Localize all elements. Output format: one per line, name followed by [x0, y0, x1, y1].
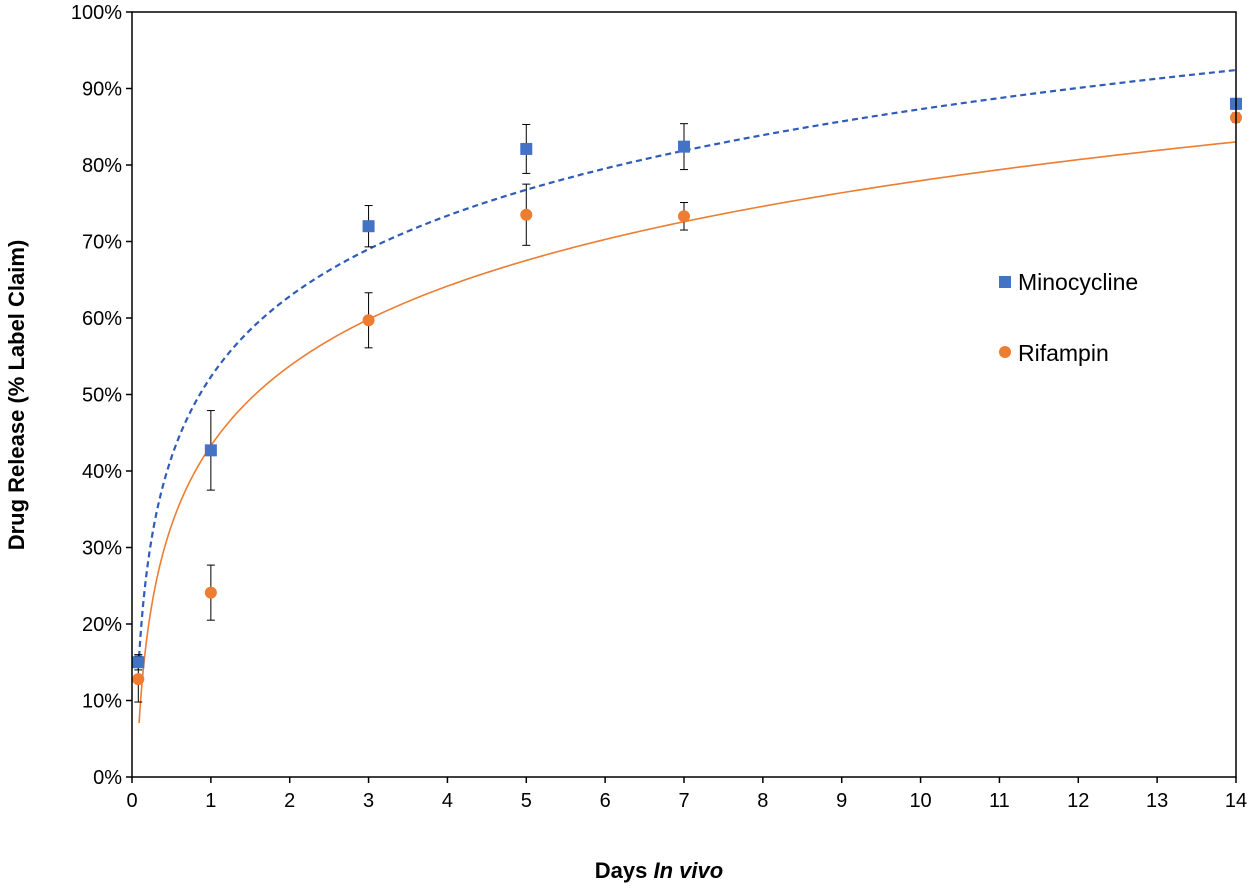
x-tick-label: 9 [836, 790, 847, 812]
data-point-minocycline [362, 220, 375, 233]
y-tick-label: 20% [82, 614, 122, 636]
data-point-rifampin [204, 586, 217, 599]
x-tick-label: 11 [989, 790, 1010, 812]
legend-marker-minocycline [999, 276, 1011, 288]
x-tick-label: 4 [442, 790, 453, 812]
x-tick-label: 2 [284, 790, 295, 812]
y-tick-label: 40% [82, 461, 122, 483]
x-tick-label: 14 [1225, 790, 1247, 812]
data-point-rifampin [520, 208, 533, 221]
x-tick-label: 5 [521, 790, 532, 812]
y-tick-label: 80% [82, 155, 122, 177]
y-tick-label: 50% [82, 385, 122, 407]
y-tick-label: 10% [82, 691, 122, 713]
x-tick-label: 7 [678, 790, 689, 812]
x-tick-label: 0 [126, 790, 137, 812]
legend: Minocycline Rifampin [999, 269, 1138, 366]
y-tick-label: 90% [82, 79, 122, 101]
y-tick-label: 100% [71, 2, 122, 24]
y-tick-label: 70% [82, 232, 122, 254]
x-tick-label: 1 [205, 790, 216, 812]
data-point-rifampin [132, 673, 145, 686]
x-tick-label: 12 [1067, 790, 1089, 812]
x-tick-label: 8 [757, 790, 768, 812]
legend-label-rifampin: Rifampin [1018, 340, 1109, 366]
x-tick-label: 10 [909, 790, 931, 812]
x-tick-label: 13 [1146, 790, 1168, 812]
x-tick-label: 6 [600, 790, 611, 812]
data-point-minocycline [204, 444, 217, 457]
x-axis-title-prefix: Days [595, 858, 648, 883]
data-point-minocycline [678, 140, 690, 153]
y-tick-label: 60% [82, 308, 122, 330]
data-point-minocycline [132, 656, 145, 669]
x-axis-title-italic: In vivo [654, 858, 724, 883]
y-tick-label: 30% [82, 538, 122, 560]
data-point-rifampin [362, 314, 375, 327]
legend-marker-rifampin [999, 346, 1011, 358]
x-axis-title: Days In vivo [595, 858, 723, 883]
data-point-rifampin [678, 210, 690, 223]
data-point-minocycline [520, 142, 533, 155]
x-tick-label: 3 [363, 790, 374, 812]
y-axis-title: Drug Release (% Label Claim) [4, 240, 29, 551]
trendline-minocycline [138, 68, 1237, 657]
trendline-rifampin [138, 141, 1237, 724]
y-tick-label: 0% [93, 767, 122, 789]
legend-label-minocycline: Minocycline [1018, 269, 1138, 295]
